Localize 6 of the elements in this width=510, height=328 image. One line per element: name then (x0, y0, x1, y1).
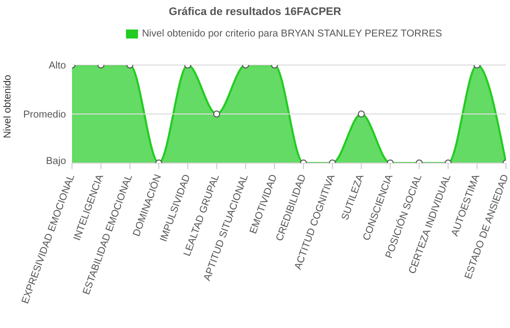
text: Bajo (46, 156, 66, 167)
ref-line-label: Promedio (23, 110, 66, 121)
y-axis-title: Nivel obtenido (2, 74, 14, 140)
legend-label: Nivel obtenido por criterio para BRYAN STANLEY PEREZ TORRES (142, 28, 442, 40)
ref-line-label: Alto (48, 60, 66, 72)
chart-title: Gráfica de resultados 16FACPER (168, 6, 342, 18)
